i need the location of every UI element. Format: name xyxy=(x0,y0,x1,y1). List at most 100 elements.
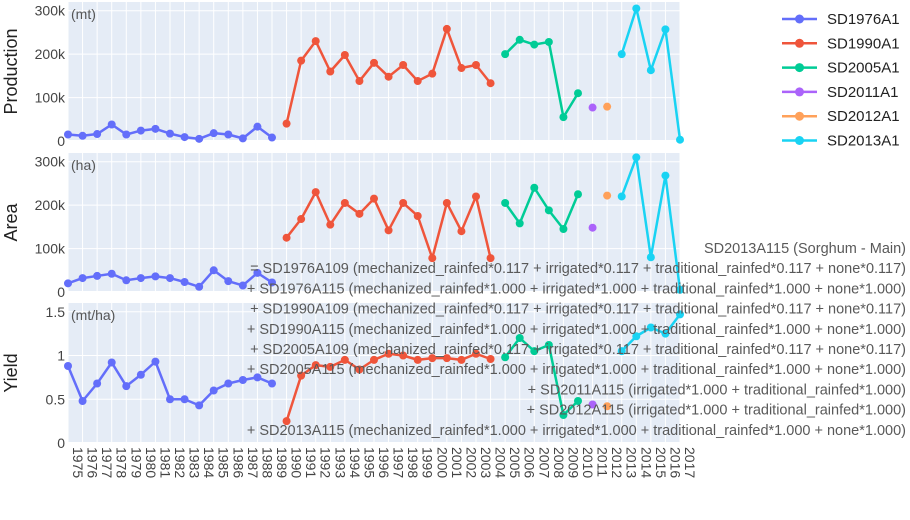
annotation-line: SD2013A115 (Sorghum - Main) xyxy=(704,241,906,257)
data-point xyxy=(209,386,218,395)
legend-marker xyxy=(795,87,804,97)
data-point xyxy=(195,134,204,143)
annotation-line: + SD1976A115 (mechanized_rainfed*1.000 +… xyxy=(247,281,906,297)
data-point xyxy=(166,274,174,283)
data-point xyxy=(78,397,87,405)
data-point xyxy=(297,215,306,224)
data-point xyxy=(180,395,189,404)
data-point xyxy=(326,220,335,229)
data-point xyxy=(122,382,131,391)
annotation-line: + SD2005A115 (mechanized_rainfed*1.000 +… xyxy=(247,362,906,378)
annotation-line: + SD2012A115 (irrigated*1.000 + traditio… xyxy=(527,403,906,419)
x-tick-label: 1994 xyxy=(347,447,363,478)
data-point xyxy=(574,89,582,98)
data-point xyxy=(486,79,495,88)
data-point xyxy=(238,134,247,143)
legend-marker xyxy=(795,63,804,73)
series-SD1976A1 xyxy=(64,266,276,291)
series-SD2012A1 xyxy=(603,191,612,200)
data-point xyxy=(311,361,320,370)
data-point xyxy=(617,347,626,356)
data-point xyxy=(311,188,320,197)
y-tick-label: 0 xyxy=(57,284,65,300)
data-point xyxy=(340,198,349,207)
annotation-line: = SD1976A109 (mechanized_rainfed*0.117 +… xyxy=(250,261,906,277)
data-point xyxy=(661,171,670,180)
x-tick-label: 1996 xyxy=(376,447,392,478)
y-tick-label: 100k xyxy=(35,90,66,106)
y-axis-title: Yield xyxy=(1,353,21,392)
y-axis-title: Area xyxy=(1,203,21,242)
data-point xyxy=(457,355,466,364)
data-point xyxy=(646,253,655,262)
data-point xyxy=(311,37,320,46)
data-point xyxy=(428,354,437,363)
data-point xyxy=(559,113,568,122)
data-point xyxy=(326,362,335,371)
x-tick-label: 1981 xyxy=(157,447,173,478)
data-point xyxy=(501,353,510,362)
data-point xyxy=(238,376,247,384)
y-tick-label: 200k xyxy=(35,46,66,62)
x-tick-label: 2010 xyxy=(580,447,596,478)
data-point xyxy=(646,323,655,332)
x-tick-label: 1979 xyxy=(128,447,144,478)
legend-marker xyxy=(795,38,804,48)
data-point xyxy=(676,285,684,294)
data-point xyxy=(617,50,626,59)
data-point xyxy=(442,24,451,33)
data-point xyxy=(530,40,539,49)
series-SD1990A1 xyxy=(282,24,495,128)
x-tick-label: 1988 xyxy=(259,447,275,478)
panel-production: 0 100k 200k 300k Production (mt) xyxy=(1,2,681,149)
data-point xyxy=(282,233,291,242)
x-tick-label: 1986 xyxy=(230,447,246,478)
annotation-line: + SD2005A109 (mechanized_rainfed*0.117 +… xyxy=(250,342,906,358)
data-point xyxy=(472,349,480,358)
data-point xyxy=(559,225,568,234)
data-point xyxy=(370,355,378,364)
data-point xyxy=(472,60,480,69)
data-point xyxy=(224,379,233,388)
x-tick-label: 1993 xyxy=(332,447,348,478)
series-SD1990A1 xyxy=(282,188,495,263)
x-tick-label: 1998 xyxy=(405,447,421,478)
data-point xyxy=(588,103,597,112)
x-tick-label: 2000 xyxy=(434,447,450,478)
series-SD2012A1 xyxy=(603,402,612,411)
y-tick-label: 200k xyxy=(35,197,66,213)
x-tick-label: 2013 xyxy=(624,447,640,478)
data-point xyxy=(661,329,670,338)
y-axis-title: Production xyxy=(1,28,21,114)
unit-label: (ha) xyxy=(71,157,96,173)
x-tick-label: 2008 xyxy=(551,447,567,478)
data-point xyxy=(574,190,582,199)
data-point xyxy=(588,400,597,409)
data-point xyxy=(632,332,641,341)
x-tick-label: 2014 xyxy=(638,447,654,478)
data-point xyxy=(180,278,189,287)
series-SD1976A1 xyxy=(64,357,276,410)
x-tick-label: 2015 xyxy=(653,447,669,478)
data-point xyxy=(384,226,393,235)
x-axis: 1975197619771978197919801981198219831984… xyxy=(70,447,698,478)
data-point xyxy=(442,198,451,207)
y-tick-label: 1.5 xyxy=(46,304,66,320)
data-point xyxy=(326,67,335,76)
series-SD2005A1 xyxy=(501,35,582,122)
data-point xyxy=(136,274,145,283)
data-point xyxy=(268,278,276,287)
data-point xyxy=(195,401,204,410)
data-point xyxy=(224,277,233,286)
data-point xyxy=(282,417,291,426)
x-tick-label: 1992 xyxy=(318,447,334,478)
data-point xyxy=(413,355,422,364)
data-point xyxy=(588,223,597,232)
data-point xyxy=(355,77,364,86)
data-point xyxy=(457,227,466,236)
data-point xyxy=(107,120,116,129)
annotation-line: + SD2011A115 (irrigated*1.000 + traditio… xyxy=(528,382,906,398)
series-SD2013A1 xyxy=(617,4,684,144)
series-SD2005A1 xyxy=(501,183,582,234)
